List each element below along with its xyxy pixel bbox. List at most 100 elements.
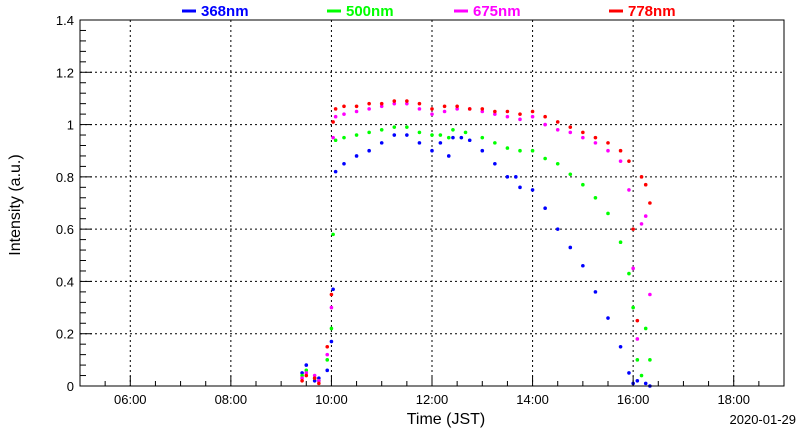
x-tick-label: 08:00 — [215, 392, 248, 407]
data-point-778nm — [342, 104, 346, 109]
data-point-778nm — [568, 125, 573, 129]
data-point-368nm — [606, 316, 610, 320]
data-point-368nm — [405, 133, 409, 137]
data-point-500nm — [518, 148, 522, 153]
data-point-368nm — [555, 227, 560, 231]
data-point-675nm — [480, 109, 485, 114]
data-point-675nm — [568, 130, 573, 135]
data-point-675nm — [631, 266, 635, 271]
data-point-778nm — [354, 104, 359, 109]
data-point-778nm — [405, 99, 409, 103]
data-point-675nm — [317, 378, 321, 383]
data-point-368nm — [627, 371, 631, 375]
data-point-500nm — [430, 133, 434, 137]
data-point-675nm — [325, 352, 330, 357]
data-point-368nm — [379, 141, 384, 145]
data-point-778nm — [639, 175, 644, 179]
data-point-675nm — [329, 305, 334, 310]
data-point-368nm — [459, 135, 464, 140]
data-point-778nm — [493, 109, 497, 114]
data-point-368nm — [518, 185, 522, 190]
data-point-675nm — [606, 148, 610, 153]
data-point-778nm — [643, 182, 648, 187]
data-point-675nm — [618, 159, 623, 163]
data-point-778nm — [606, 141, 610, 145]
data-point-500nm — [480, 135, 485, 140]
data-point-675nm — [312, 373, 317, 378]
data-point-778nm — [304, 373, 309, 378]
data-point-500nm — [325, 358, 330, 362]
data-point-675nm — [493, 112, 497, 116]
data-point-675nm — [392, 101, 397, 106]
data-point-778nm — [300, 378, 304, 383]
data-point-500nm — [606, 211, 610, 216]
data-point-368nm — [446, 154, 451, 158]
data-point-675nm — [505, 114, 510, 119]
data-point-778nm — [392, 99, 397, 103]
data-point-778nm — [467, 107, 472, 111]
legend-label-778nm: 778nm — [628, 3, 676, 20]
data-point-778nm — [367, 101, 371, 106]
data-point-675nm — [643, 214, 648, 218]
data-point-500nm — [417, 130, 422, 135]
data-point-778nm — [530, 109, 535, 114]
data-point-500nm — [329, 326, 334, 331]
data-point-675nm — [333, 114, 338, 119]
data-point-778nm — [455, 104, 459, 109]
data-point-778nm — [648, 201, 652, 205]
data-point-500nm — [300, 373, 304, 378]
data-point-500nm — [379, 128, 384, 132]
data-point-778nm — [417, 101, 422, 106]
legend-label-675nm: 675nm — [473, 3, 521, 20]
data-point-500nm — [451, 128, 455, 132]
date-label: 2020-01-29 — [730, 412, 797, 427]
data-point-500nm — [392, 125, 397, 129]
data-point-368nm — [392, 133, 397, 137]
data-point-368nm — [480, 148, 485, 153]
data-point-500nm — [631, 305, 635, 310]
data-point-675nm — [430, 112, 434, 116]
data-point-500nm — [648, 358, 652, 362]
x-axis-title: Time (JST) — [407, 411, 486, 428]
data-point-368nm — [367, 148, 371, 153]
data-point-500nm — [354, 133, 359, 137]
data-point-778nm — [618, 148, 623, 153]
data-point-778nm — [317, 381, 321, 386]
data-point-368nm — [300, 371, 304, 375]
data-point-778nm — [631, 227, 635, 231]
series-368nm — [300, 133, 652, 388]
data-point-368nm — [317, 376, 321, 380]
data-point-500nm — [568, 172, 573, 177]
data-point-368nm — [417, 141, 422, 145]
data-point-675nm — [417, 107, 422, 111]
y-tick-label: 1 — [67, 118, 74, 133]
data-point-500nm — [555, 161, 560, 166]
data-point-675nm — [331, 135, 335, 140]
x-tick-label: 14:00 — [516, 392, 549, 407]
data-point-500nm — [463, 130, 468, 135]
data-point-675nm — [635, 337, 640, 341]
data-point-368nm — [325, 368, 330, 373]
data-point-368nm — [505, 175, 510, 179]
data-point-500nm — [618, 240, 623, 245]
y-tick-label: 0.2 — [56, 327, 74, 342]
data-point-778nm — [430, 107, 434, 111]
data-point-675nm — [627, 188, 631, 192]
data-point-368nm — [451, 135, 455, 140]
data-point-778nm — [312, 376, 317, 380]
data-point-675nm — [530, 114, 535, 119]
data-point-368nm — [312, 378, 317, 383]
legend-label-500nm: 500nm — [346, 3, 394, 20]
data-point-368nm — [331, 287, 335, 292]
x-tick-label: 16:00 — [617, 392, 650, 407]
x-tick-label: 12:00 — [416, 392, 449, 407]
x-tick-label: 18:00 — [717, 392, 750, 407]
data-point-778nm — [518, 112, 522, 116]
data-point-778nm — [581, 130, 585, 135]
y-tick-label: 0.4 — [56, 274, 74, 289]
series-675nm — [300, 101, 652, 383]
data-point-778nm — [627, 159, 631, 163]
data-point-500nm — [639, 373, 644, 378]
y-tick-label: 1.4 — [56, 13, 74, 28]
data-point-675nm — [593, 141, 598, 145]
